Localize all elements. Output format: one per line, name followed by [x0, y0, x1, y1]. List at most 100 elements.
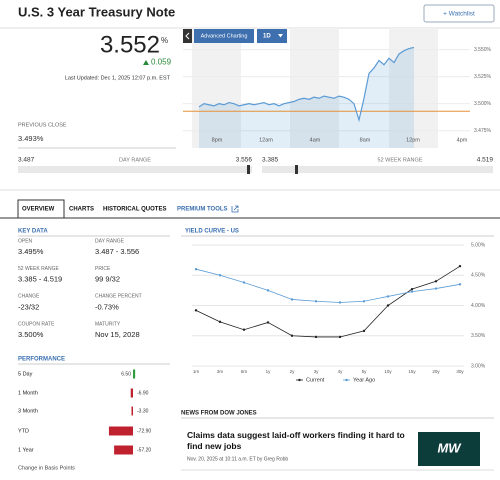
performance-bar: [131, 406, 133, 416]
yield-point: [434, 280, 438, 283]
yield-point: [242, 328, 246, 331]
price-line: [198, 46, 415, 123]
yield-point: [458, 283, 462, 286]
yield-point: [362, 300, 366, 303]
key-data-label: PRICE: [95, 266, 111, 272]
range-marker: [295, 165, 298, 174]
price-area: [199, 47, 414, 149]
x-tick-label: 4y: [338, 369, 344, 374]
performance-bar: [130, 388, 133, 398]
key-data-label: MATURITY: [95, 321, 121, 327]
yield-point: [266, 321, 270, 324]
yield-point: [386, 295, 390, 298]
performance-value: 6.50: [121, 371, 131, 377]
external-icon: [231, 205, 239, 213]
key-data-label: COUPON RATE: [18, 321, 55, 327]
section-title: NEWS FROM DOW JONES: [181, 411, 257, 417]
yield-point: [338, 301, 342, 304]
yield-point: [434, 287, 438, 290]
advanced-charting-button[interactable]: [194, 29, 254, 43]
yield-point: [242, 281, 246, 284]
change-arrow: [143, 60, 149, 65]
x-tick-label: 8pm: [212, 137, 223, 143]
y-tick-label: 3.550%: [474, 47, 492, 53]
x-tick-label: 10y: [384, 369, 392, 374]
x-tick-label: 12am: [259, 137, 273, 143]
x-tick-label: 4pm: [457, 137, 468, 143]
key-data-value: -23/32: [18, 302, 39, 311]
watchlist-label[interactable]: + Watchlist: [443, 11, 475, 18]
news-thumb[interactable]: [418, 432, 480, 466]
y-tick-label: 3.475%: [474, 128, 492, 134]
last-updated: Last Updated: Dec 1, 2025 12:07 p.m. EST: [65, 75, 171, 81]
yield-line: [195, 265, 461, 338]
day-range-high: 3.556: [236, 157, 253, 164]
watchlist-button[interactable]: [423, 4, 495, 23]
range-bar: [262, 166, 493, 173]
x-tick-label: 6m: [241, 369, 248, 374]
news-headline[interactable]: Claims data suggest laid-off workers fin…: [187, 430, 405, 451]
previous-close: 3.493%: [18, 134, 44, 143]
button-label[interactable]: 1D: [263, 34, 271, 40]
performance-bar: [114, 445, 133, 455]
previous-close-label: PREVIOUS CLOSE: [18, 122, 67, 128]
section-title: PERFORMANCE: [18, 357, 65, 363]
yield-point: [218, 274, 222, 277]
y-tick-label: 5.00%: [471, 242, 486, 248]
range-button[interactable]: [257, 29, 287, 43]
legend-label: Year Ago: [353, 377, 375, 383]
yield-point: [290, 334, 294, 337]
y-tick-label: 3.500%: [474, 101, 492, 107]
y-tick-label: 3.50%: [471, 333, 486, 339]
x-tick-label: 1y: [266, 369, 272, 374]
tab[interactable]: OVERVIEW: [22, 207, 55, 213]
x-tick-label: 8am: [360, 137, 371, 143]
tab[interactable]: CHARTS: [69, 207, 94, 213]
performance-label: 5 Day: [18, 371, 33, 377]
yield-point: [266, 289, 270, 292]
chart-nav[interactable]: [183, 29, 192, 43]
x-tick-label: 15y: [408, 369, 416, 374]
yield-point: [194, 268, 198, 271]
performance-bar: [108, 426, 133, 436]
performance-label: 3 Month: [18, 408, 38, 414]
yield-point: [458, 264, 462, 268]
yield-point: [386, 304, 390, 307]
week52-low: 3.385: [262, 157, 279, 164]
page-title: U.S. 3 Year Treasury Note: [18, 4, 175, 19]
button-label[interactable]: Advanced Charting: [201, 33, 248, 39]
dropdown-arrow: [278, 34, 283, 38]
x-tick-label: 2y: [290, 369, 296, 374]
performance-value: -3.30: [137, 408, 149, 414]
news-byline: Nov. 20, 2025 at 10:11 a.m. ET by Greg R…: [187, 456, 288, 462]
price-unit: %: [161, 36, 168, 45]
y-tick-label: 4.00%: [471, 303, 486, 309]
yield-point: [410, 287, 414, 291]
yield-point: [362, 329, 366, 333]
x-tick-label: 1m: [193, 369, 200, 374]
legend-label: Current: [306, 377, 325, 383]
session-band: [192, 28, 241, 148]
performance-note: Change in Basis Points: [18, 465, 75, 471]
tab[interactable]: PREMIUM TOOLS: [177, 207, 228, 213]
change: 0.059: [151, 58, 172, 67]
chart-nav-arrow: [185, 32, 190, 40]
yield-point: [314, 335, 318, 339]
performance-value: -57.20: [137, 447, 151, 453]
range-bar: [18, 166, 252, 173]
yield-point: [410, 290, 414, 293]
performance-value: -72.90: [137, 428, 151, 434]
key-data-value: 3.385 - 4.519: [18, 275, 62, 284]
key-data-value: 3.487 - 3.556: [95, 247, 139, 256]
y-tick-label: 4.50%: [471, 273, 486, 279]
key-data-value: Nov 15, 2028: [95, 330, 140, 339]
news-thumb-logo: MW: [437, 440, 462, 455]
day-range-low: 3.487: [18, 157, 35, 164]
performance-label: 1 Year: [18, 447, 34, 453]
key-data-value: 3.495%: [18, 247, 44, 256]
legend-dot: [298, 378, 301, 382]
day-range-label: DAY RANGE: [119, 157, 151, 163]
tab[interactable]: HISTORICAL QUOTES: [103, 207, 166, 213]
performance-value: -6.90: [137, 390, 149, 396]
